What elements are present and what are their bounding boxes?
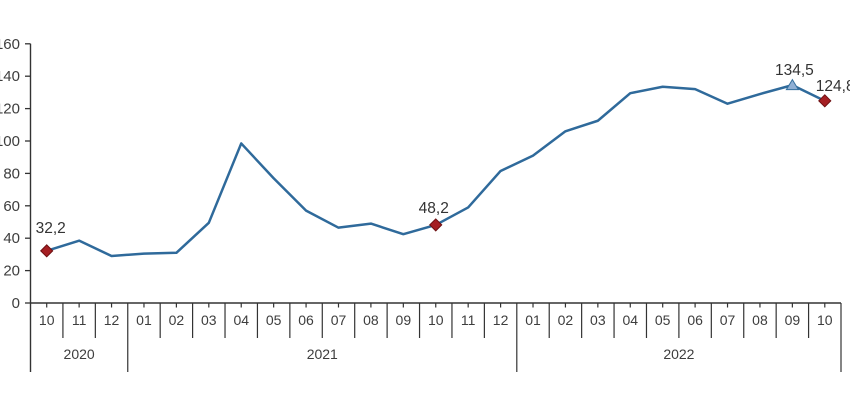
- data-label: 124,8: [816, 78, 850, 95]
- y-tick-label: 140: [0, 68, 20, 85]
- x-month-label: 11: [461, 312, 476, 328]
- x-month-label: 11: [72, 312, 87, 328]
- x-month-label: 09: [785, 312, 801, 328]
- x-month-label: 01: [525, 312, 541, 328]
- marker-diamond: [429, 218, 443, 232]
- data-label: 32,2: [36, 220, 66, 237]
- y-tick-label: 80: [3, 165, 20, 182]
- y-tick-label: 40: [3, 230, 20, 247]
- y-tick-label: 100: [0, 133, 20, 150]
- y-tick-label: 20: [3, 263, 20, 280]
- x-month-label: 02: [558, 312, 574, 328]
- x-month-label: 12: [493, 312, 509, 328]
- x-month-label: 12: [104, 312, 120, 328]
- x-month-label: 07: [331, 312, 347, 328]
- y-tick-label: 160: [0, 36, 20, 53]
- y-tick-label: 60: [3, 198, 20, 215]
- x-month-label: 08: [363, 312, 379, 328]
- x-month-label: 02: [169, 312, 185, 328]
- x-year-label: 2020: [64, 346, 95, 362]
- x-year-label: 2022: [663, 346, 694, 362]
- x-month-label: 03: [590, 312, 606, 328]
- x-year-label: 2021: [307, 346, 338, 362]
- x-month-label: 05: [266, 312, 282, 328]
- x-month-label: 10: [817, 312, 833, 328]
- data-label: 134,5: [775, 62, 814, 79]
- x-month-label: 06: [298, 312, 314, 328]
- marker-triangle: [785, 78, 800, 91]
- y-tick-label: 0: [12, 295, 20, 312]
- x-month-label: 10: [39, 312, 55, 328]
- marker-diamond: [818, 94, 832, 108]
- x-month-label: 01: [136, 312, 152, 328]
- x-month-label: 04: [622, 312, 638, 328]
- x-month-label: 08: [752, 312, 768, 328]
- marker-diamond: [40, 244, 54, 258]
- x-month-label: 10: [428, 312, 444, 328]
- x-month-label: 05: [655, 312, 671, 328]
- x-month-label: 03: [201, 312, 217, 328]
- data-label: 48,2: [419, 200, 449, 217]
- x-month-label: 07: [720, 312, 736, 328]
- y-tick-label: 120: [0, 101, 20, 118]
- x-month-label: 09: [396, 312, 412, 328]
- x-month-label: 06: [687, 312, 703, 328]
- x-month-label: 04: [233, 312, 249, 328]
